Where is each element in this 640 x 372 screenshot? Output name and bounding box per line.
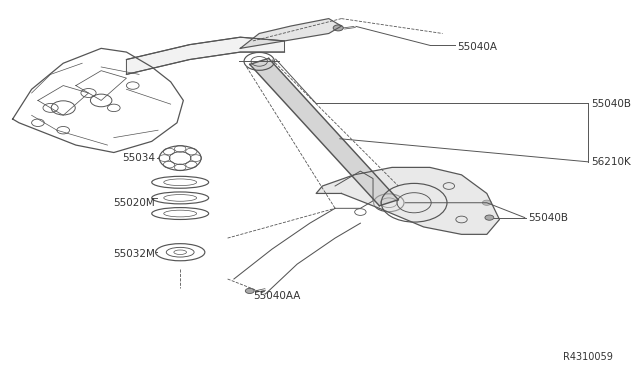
Text: 55040B: 55040B: [528, 213, 568, 222]
Circle shape: [483, 200, 492, 205]
Text: 55040A: 55040A: [457, 42, 497, 51]
Text: 55032M: 55032M: [113, 249, 155, 259]
Text: 55040B: 55040B: [591, 99, 631, 109]
Circle shape: [245, 288, 254, 294]
Circle shape: [333, 25, 343, 31]
Text: 55040AA: 55040AA: [253, 291, 300, 301]
Text: 55034: 55034: [122, 153, 155, 163]
Text: 56210K: 56210K: [591, 157, 631, 167]
Polygon shape: [240, 19, 341, 48]
Polygon shape: [316, 167, 499, 234]
Polygon shape: [250, 58, 398, 206]
Text: R4310059: R4310059: [563, 352, 613, 362]
Text: 55020M: 55020M: [113, 198, 155, 208]
Circle shape: [485, 215, 494, 220]
Polygon shape: [127, 37, 285, 74]
